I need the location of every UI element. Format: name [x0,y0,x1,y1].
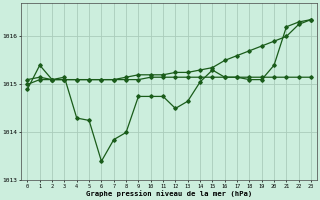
X-axis label: Graphe pression niveau de la mer (hPa): Graphe pression niveau de la mer (hPa) [86,190,252,197]
